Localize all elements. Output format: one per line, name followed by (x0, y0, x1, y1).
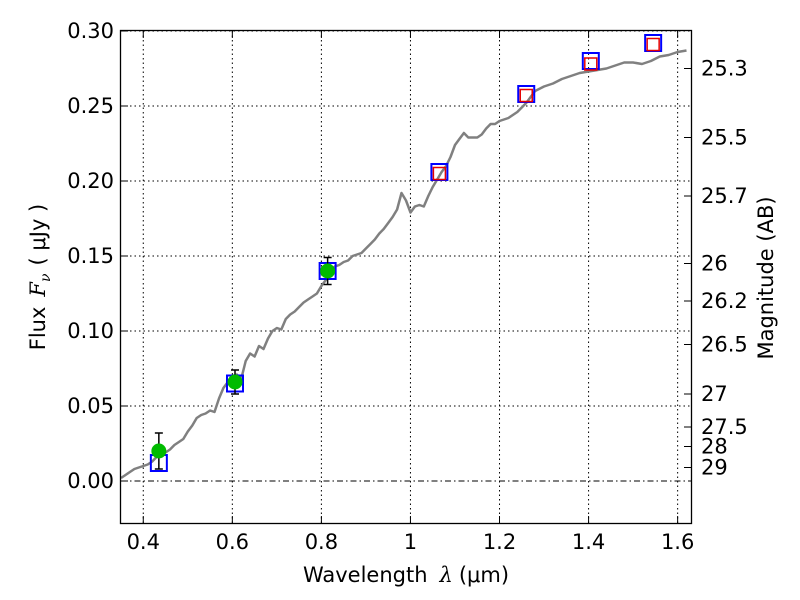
y-tick-label: 0.30 (67, 19, 114, 43)
y-tick-label: 0.25 (67, 94, 114, 118)
model-photometry-square-marker (432, 166, 447, 181)
y2-tick-label: 26 (701, 252, 728, 276)
y2-tick-label: 28 (701, 435, 728, 459)
x-axis-title: Wavelength λ (μm) (303, 563, 509, 587)
y2-axis-title: Magnitude (AB) (754, 196, 778, 359)
axis-ticks: 0.4 0.6 0.8 1 1.2 1.4 1.6 0.00 0.05 0.10 0.15 0.20 0… (67, 19, 748, 554)
observed-flux-point (320, 263, 336, 279)
grid-lines (121, 30, 691, 523)
model-photometry-square-marker (584, 57, 598, 71)
x-tick-label: 1 (404, 530, 417, 554)
y-tick-label: 0.10 (67, 319, 114, 343)
y2-tick-label: 25.5 (701, 126, 748, 150)
y-tick-label: 0.20 (67, 169, 114, 193)
y-tick-label: 0.00 (67, 469, 114, 493)
model-photometry-square-marker (646, 37, 660, 52)
plot-frame (119, 29, 693, 525)
x-tick-label: 0.8 (305, 530, 338, 554)
y2-tick-label: 26.5 (701, 333, 748, 357)
photometry-square-marker (581, 52, 600, 70)
x-tick-label: 1.6 (661, 530, 694, 554)
y-tick-label: 0.15 (67, 244, 114, 268)
y-axis-title: FluxFν( μJy ) (26, 204, 54, 350)
x-tick-label: 0.4 (127, 530, 160, 554)
model-sed-series (120, 49, 687, 480)
y2-tick-label: 27 (701, 382, 728, 406)
y2-tick-label: 27.5 (701, 415, 748, 439)
data-markers (149, 34, 663, 472)
model-photometry-square-marker (519, 88, 533, 103)
observed-flux-point (151, 443, 167, 459)
y-tick-label: 0.05 (67, 394, 114, 418)
model-sed-line (120, 49, 687, 480)
x-tick-label: 0.6 (216, 530, 249, 554)
y2-tick-label: 25.3 (701, 57, 748, 81)
observed-flux-point (227, 374, 243, 390)
y2-tick-label: 25.7 (701, 184, 748, 208)
y2-tick-label: 26.2 (701, 289, 748, 313)
x-tick-label: 1.4 (572, 530, 605, 554)
y2-tick-label: 29 (701, 456, 728, 480)
x-tick-label: 1.2 (483, 530, 516, 554)
